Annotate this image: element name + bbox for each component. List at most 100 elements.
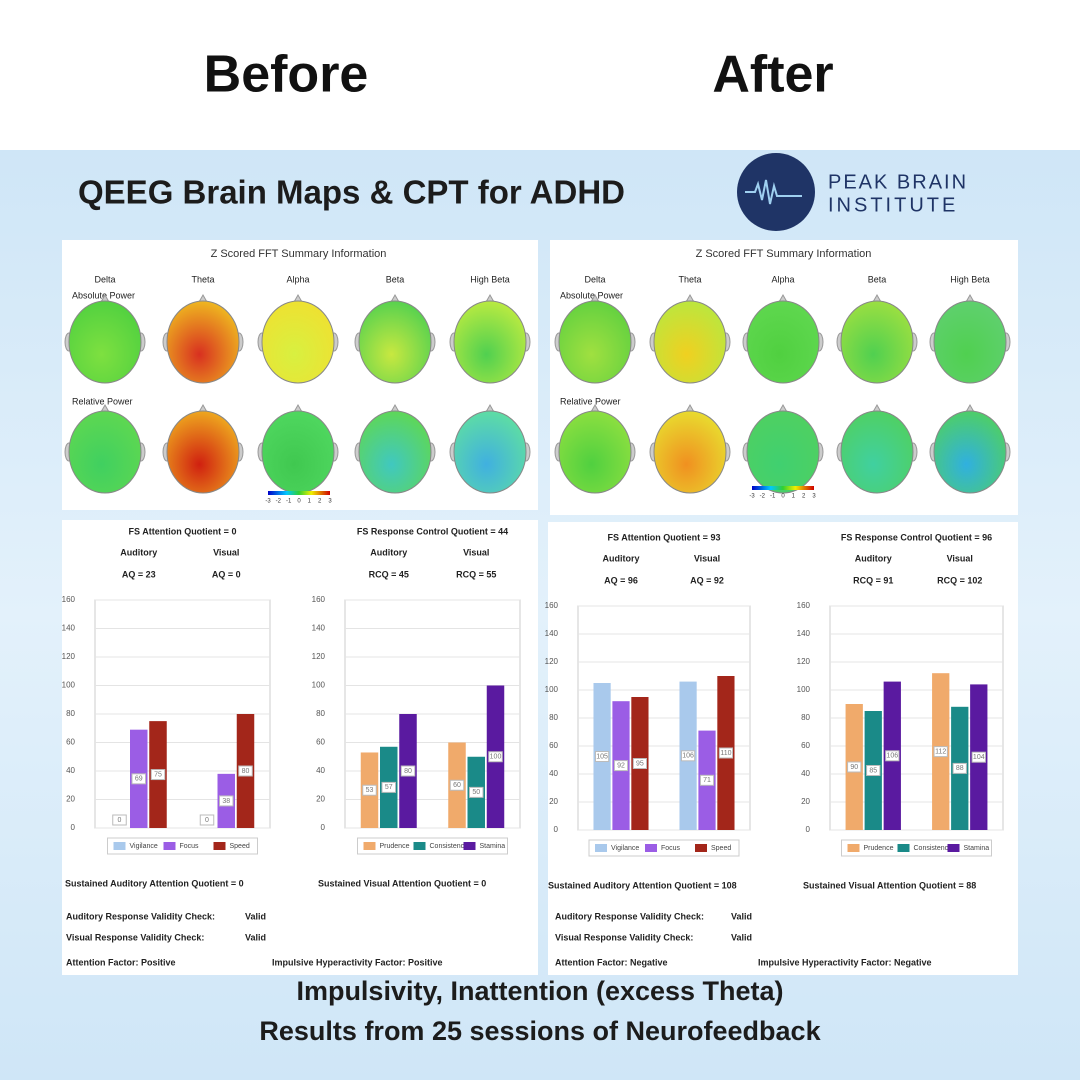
- brain-map: [933, 300, 1007, 384]
- group-label: Auditory: [120, 547, 157, 557]
- value-label: 75: [154, 771, 162, 778]
- y-tick-label: 160: [545, 601, 559, 610]
- main-title: QEEG Brain Maps & CPT for ADHD: [78, 174, 625, 211]
- head-nose: [485, 293, 495, 303]
- scale-label: -1: [770, 494, 776, 500]
- legend-label: Focus: [180, 843, 200, 850]
- quotient-value: AQ = 23: [122, 569, 156, 579]
- before-label: Before: [204, 46, 369, 104]
- scale-label: 0: [781, 494, 785, 500]
- validity-check: Auditory Response Validity Check:: [66, 911, 215, 921]
- y-tick-label: 120: [312, 652, 326, 661]
- row-label: Relative Power: [72, 396, 133, 406]
- value-label: 50: [472, 789, 480, 796]
- y-tick-label: 140: [62, 624, 76, 633]
- band-label: Beta: [868, 274, 887, 284]
- color-scale: [752, 486, 814, 490]
- header-bg: [0, 0, 1080, 150]
- value-label-box: [112, 814, 127, 826]
- scale-label: 0: [297, 499, 301, 505]
- value-label-box: [362, 784, 377, 796]
- scale-label: 1: [792, 494, 796, 500]
- band-label: Theta: [191, 274, 214, 284]
- validity-result: Valid: [245, 911, 266, 921]
- value-label-box: [952, 762, 967, 774]
- legend-swatch: [463, 842, 476, 850]
- value-label-box: [632, 758, 648, 769]
- y-tick-label: 120: [797, 657, 811, 666]
- legend-label: Focus: [661, 845, 681, 852]
- band-label: Alpha: [771, 274, 794, 284]
- head-nose: [198, 403, 208, 413]
- value-label: 38: [222, 798, 230, 805]
- value-label: 71: [703, 777, 711, 784]
- value-label: 88: [956, 765, 964, 772]
- y-tick-label: 140: [797, 629, 811, 638]
- legend-swatch: [695, 844, 707, 852]
- value-label-box: [613, 760, 629, 772]
- group-label: Visual: [947, 553, 973, 563]
- brain-map: [558, 410, 632, 494]
- logo-wave: [745, 179, 802, 205]
- band-label: Theta: [678, 274, 701, 284]
- y-tick-label: 20: [66, 795, 75, 804]
- value-label-box: [866, 765, 881, 776]
- quotient-value: AQ = 0: [212, 569, 241, 579]
- scale-label: 2: [802, 494, 806, 500]
- quotient-value: AQ = 92: [690, 575, 724, 585]
- summary: Sustained Auditory Attention Quotient = …: [65, 878, 244, 888]
- quotient-title: FS Response Control Quotient = 96: [841, 532, 992, 542]
- summary: Sustained Visual Attention Quotient = 88: [803, 880, 976, 890]
- legend-label: Prudence: [380, 843, 410, 850]
- legend-swatch: [163, 842, 176, 850]
- brain-map: [653, 410, 727, 494]
- summary: Sustained Auditory Attention Quotient = …: [548, 880, 737, 890]
- value-label-box: [488, 751, 503, 763]
- value-label-box: [381, 781, 396, 793]
- summary: Sustained Visual Attention Quotient = 0: [318, 878, 486, 888]
- legend-swatch: [897, 844, 910, 852]
- value-label: 105: [596, 753, 608, 760]
- legend-label: Speed: [711, 845, 731, 852]
- validity-result: Valid: [245, 932, 266, 942]
- row-label: Absolute Power: [560, 290, 623, 300]
- brain-map: [358, 300, 432, 384]
- y-tick-label: 40: [801, 769, 810, 778]
- brain-map: [68, 300, 142, 384]
- quotient-value: RCQ = 55: [456, 569, 496, 579]
- value-label-box: [199, 814, 215, 826]
- scale-label: -1: [286, 499, 292, 505]
- brain-map: [746, 300, 820, 384]
- scale-label: 2: [318, 499, 322, 505]
- value-label: 106: [682, 753, 694, 760]
- head-nose: [872, 293, 882, 303]
- map-title: Z Scored FFT Summary Information: [211, 248, 387, 260]
- band-label: Alpha: [286, 274, 309, 284]
- y-tick-label: 60: [549, 741, 558, 750]
- brain-map: [358, 410, 432, 494]
- y-tick-label: 120: [62, 652, 76, 661]
- value-label-box: [933, 746, 948, 758]
- legend-swatch: [847, 844, 860, 852]
- y-tick-label: 60: [66, 738, 75, 747]
- scale-label: -2: [760, 494, 766, 500]
- value-label: 80: [404, 768, 412, 775]
- brain-map: [453, 300, 527, 384]
- value-label: 100: [490, 754, 502, 761]
- scale-label: 3: [812, 494, 816, 500]
- value-label-box: [219, 795, 234, 807]
- factor: Attention Factor: Negative: [555, 957, 668, 967]
- value-label-box: [449, 779, 465, 791]
- factor: Attention Factor: Positive: [66, 957, 176, 967]
- validity-check: Auditory Response Validity Check:: [555, 911, 704, 921]
- value-label-box: [469, 786, 484, 798]
- logo-line2: INSTITUTE: [828, 194, 958, 216]
- quotient-title: FS Response Control Quotient = 44: [357, 526, 508, 536]
- group-label: Auditory: [370, 547, 407, 557]
- scale-label: -3: [265, 499, 271, 505]
- validity-result: Valid: [731, 911, 752, 921]
- value-label-box: [680, 750, 696, 762]
- legend-label: Vigilance: [130, 843, 158, 850]
- after-label: After: [712, 46, 833, 104]
- quotient-value: RCQ = 45: [369, 569, 409, 579]
